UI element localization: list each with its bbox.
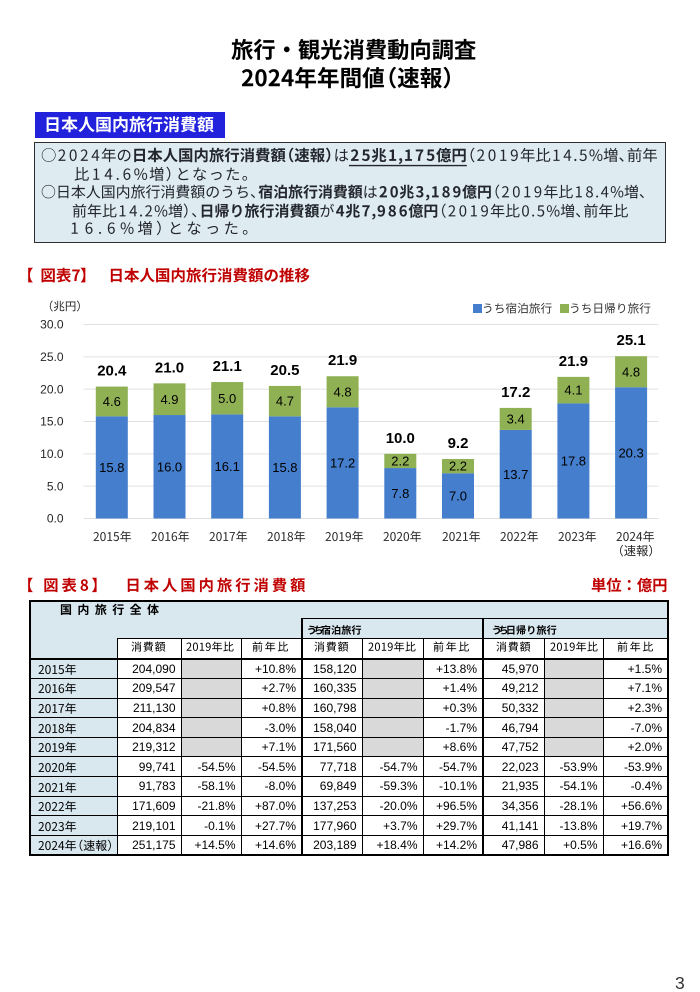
svg-text:10.0: 10.0 — [40, 447, 64, 461]
svg-text:16.1: 16.1 — [215, 459, 240, 474]
svg-text:2.2: 2.2 — [449, 459, 467, 474]
svg-text:5.0: 5.0 — [218, 391, 236, 406]
svg-text:17.2: 17.2 — [330, 455, 355, 470]
svg-text:21.9: 21.9 — [559, 353, 588, 370]
svg-text:16.0: 16.0 — [157, 459, 182, 474]
svg-text:7.0: 7.0 — [449, 488, 467, 503]
svg-text:15.8: 15.8 — [99, 460, 124, 475]
svg-text:20.0: 20.0 — [40, 382, 64, 396]
svg-text:21.0: 21.0 — [155, 359, 184, 376]
svg-text:15.0: 15.0 — [40, 415, 64, 429]
svg-text:17.8: 17.8 — [561, 454, 586, 469]
svg-text:9.2: 9.2 — [448, 435, 469, 452]
svg-text:4.9: 4.9 — [160, 392, 178, 407]
svg-text:0.0: 0.0 — [47, 512, 64, 526]
svg-text:13.7: 13.7 — [503, 467, 528, 482]
svg-text:10.0: 10.0 — [386, 430, 415, 447]
svg-text:15.8: 15.8 — [272, 460, 297, 475]
svg-text:20.5: 20.5 — [270, 362, 299, 379]
svg-text:25.0: 25.0 — [40, 350, 64, 364]
svg-text:4.6: 4.6 — [103, 394, 121, 409]
svg-text:4.8: 4.8 — [622, 364, 640, 379]
svg-text:7.8: 7.8 — [391, 486, 409, 501]
svg-text:25.1: 25.1 — [616, 332, 645, 349]
svg-text:21.9: 21.9 — [328, 352, 357, 369]
svg-text:4.1: 4.1 — [564, 383, 582, 398]
svg-text:30.0: 30.0 — [40, 318, 64, 332]
svg-text:17.2: 17.2 — [501, 384, 530, 401]
svg-text:5.0: 5.0 — [47, 479, 64, 493]
svg-text:21.1: 21.1 — [213, 358, 242, 375]
svg-text:20.4: 20.4 — [97, 363, 127, 380]
svg-text:20.3: 20.3 — [618, 445, 643, 460]
svg-text:4.7: 4.7 — [276, 394, 294, 409]
svg-text:3.4: 3.4 — [507, 412, 525, 427]
svg-text:4.8: 4.8 — [334, 384, 352, 399]
svg-text:2.2: 2.2 — [391, 454, 409, 469]
